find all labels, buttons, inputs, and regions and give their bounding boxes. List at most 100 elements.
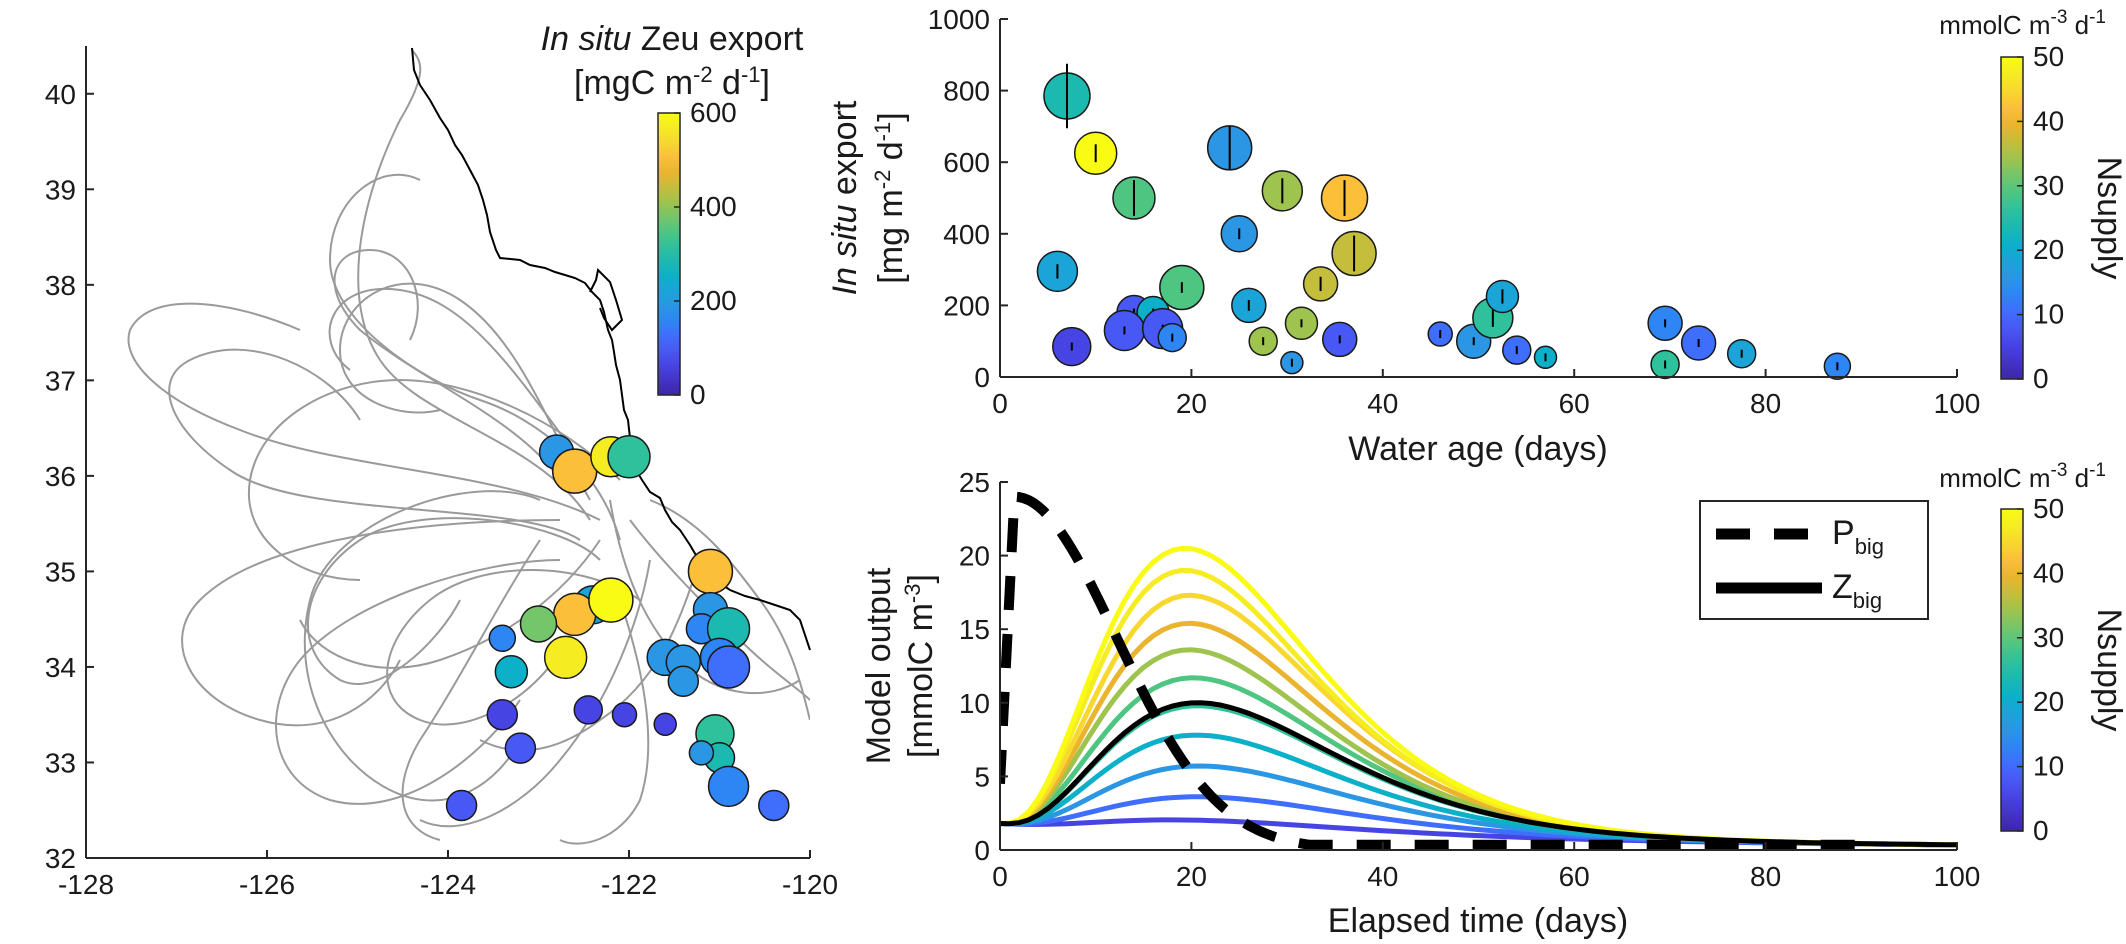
scatter-x-tick-label: 100 bbox=[1934, 388, 1981, 419]
line-x-tick-label: 80 bbox=[1750, 861, 1781, 892]
scatter-cbar-unit: mmolC m-3 d-1 bbox=[1939, 7, 2106, 40]
map-cbar-title: In situ Zeu export bbox=[541, 20, 804, 58]
drifter-track bbox=[333, 248, 561, 481]
map-y-tick-label: 33 bbox=[45, 747, 76, 778]
line-y-ticks: 0 5 10 15 20 25 bbox=[959, 467, 1008, 866]
map-y-tick-label: 38 bbox=[45, 270, 76, 301]
drifter-track bbox=[559, 599, 650, 845]
map-x-tick-label: -128 bbox=[58, 869, 114, 900]
line-y-tick-label: 25 bbox=[959, 467, 990, 498]
line-x-tick-label: 20 bbox=[1176, 861, 1207, 892]
colorbar-tick-label: 400 bbox=[690, 191, 737, 222]
colorbar-tick-label: 30 bbox=[2033, 622, 2064, 653]
colorbar-tick-label: 600 bbox=[690, 97, 737, 128]
scatter-cbar-label: Nsupply bbox=[2090, 157, 2126, 280]
scatter-y-tick-label: 600 bbox=[943, 147, 990, 178]
line-y-tick-label: 20 bbox=[959, 541, 990, 572]
station-point bbox=[543, 635, 588, 680]
colorbar-tick-label: 0 bbox=[2033, 815, 2049, 846]
line-legend: Pbig Zbig bbox=[1699, 500, 1929, 620]
map-x-ticks: -128 -126 -124 -122 -120 bbox=[58, 850, 838, 900]
scatter-x-ticks: 0 20 40 60 80 100 bbox=[992, 369, 1980, 419]
map-y-tick-label: 35 bbox=[45, 556, 76, 587]
map-cbar-unit: [mgC m-2 d-1] bbox=[574, 62, 770, 102]
scatter-x-label: Water age (days) bbox=[1348, 430, 1608, 468]
line-x-tick-label: 100 bbox=[1934, 861, 1981, 892]
station-point bbox=[486, 698, 519, 731]
colorbar-tick-label: 10 bbox=[2033, 299, 2064, 330]
scatter-y-tick-label: 400 bbox=[943, 219, 990, 250]
map-panel: -128 -126 -124 -122 -120 323334353637383940 … bbox=[45, 20, 838, 900]
scatter-x-tick-label: 40 bbox=[1367, 388, 1398, 419]
map-y-tick-label: 34 bbox=[45, 652, 76, 683]
line-cbar-label: Nsupply bbox=[2090, 609, 2126, 732]
line-y-tick-label: 0 bbox=[974, 835, 990, 866]
scatter-y-tick-label: 1000 bbox=[928, 4, 990, 35]
scatter-y-tick-label: 0 bbox=[974, 362, 990, 393]
station-point bbox=[758, 789, 790, 822]
station-point bbox=[445, 789, 478, 822]
scatter-panel: 0 20 40 60 80 100 0 200 400 600 800 1000 Water age… bbox=[826, 4, 2126, 468]
station-point bbox=[687, 548, 734, 595]
scatter-points bbox=[1036, 63, 1852, 381]
colorbar-tick-label: 50 bbox=[2033, 41, 2064, 72]
line-colorbar-ticks: 0 10 20 30 40 50 bbox=[2017, 493, 2064, 846]
colorbar-tick-label: 30 bbox=[2033, 170, 2064, 201]
colorbar-tick-label: 50 bbox=[2033, 493, 2064, 524]
drifter-track bbox=[338, 282, 591, 501]
line-y-label-line1: Model output bbox=[860, 567, 898, 764]
drifter-track bbox=[401, 539, 541, 841]
line-x-label: Elapsed time (days) bbox=[1328, 902, 1628, 940]
map-x-tick-label: -124 bbox=[420, 869, 476, 900]
colorbar-tick-label: 10 bbox=[2033, 751, 2064, 782]
line-y-label-line2: [mmolC m-3] bbox=[900, 574, 940, 758]
p-big-curve bbox=[1000, 491, 1862, 850]
drifter-track bbox=[181, 519, 561, 727]
coastline bbox=[411, 47, 811, 651]
colorbar-tick-label: 40 bbox=[2033, 105, 2064, 136]
station-point bbox=[706, 645, 751, 689]
station-point bbox=[551, 448, 598, 494]
scatter-y-label-line1: In situ export bbox=[826, 100, 864, 295]
station-point bbox=[653, 712, 677, 737]
map-y-tick-label: 40 bbox=[45, 79, 76, 110]
drifter-track bbox=[299, 539, 601, 669]
station-point bbox=[707, 765, 750, 808]
scatter-y-tick-label: 800 bbox=[943, 76, 990, 107]
map-y-tick-label: 37 bbox=[45, 365, 76, 396]
station-point bbox=[611, 701, 638, 728]
station-point bbox=[588, 577, 634, 623]
map-y-tick-label: 32 bbox=[45, 843, 76, 874]
colorbar-tick-label: 0 bbox=[2033, 363, 2049, 394]
colorbar-tick-label: 20 bbox=[2033, 686, 2064, 717]
drifter-track bbox=[127, 302, 601, 521]
line-y-tick-label: 15 bbox=[959, 614, 990, 645]
map-x-tick-label: -126 bbox=[239, 869, 295, 900]
colorbar-tick-label: 0 bbox=[690, 379, 706, 410]
scatter-x-tick-label: 20 bbox=[1176, 388, 1207, 419]
z-curve-black bbox=[1000, 700, 1957, 848]
scatter-x-tick-label: 80 bbox=[1750, 388, 1781, 419]
colorbar-tick-label: 20 bbox=[2033, 234, 2064, 265]
map-y-tick-label: 39 bbox=[45, 174, 76, 205]
drifter-track bbox=[419, 559, 651, 828]
line-y-tick-label: 5 bbox=[974, 761, 990, 792]
drifter-track bbox=[357, 49, 591, 521]
scatter-x-tick-label: 60 bbox=[1559, 388, 1590, 419]
line-x-tick-label: 40 bbox=[1367, 861, 1398, 892]
model-curves bbox=[1000, 491, 1957, 850]
drifter-track bbox=[168, 348, 581, 541]
scatter-y-label-line2: [mg m-2 d-1] bbox=[870, 112, 910, 283]
colorbar-tick-label: 200 bbox=[690, 285, 737, 316]
scatter-colorbar-ticks: 0 10 20 30 40 50 bbox=[2017, 41, 2064, 394]
map-colorbar-ticks: 0 200 400 600 bbox=[674, 97, 737, 410]
scatter-y-tick-label: 200 bbox=[943, 290, 990, 321]
scatter-colorbar bbox=[2000, 56, 2024, 380]
map-x-tick-label: -122 bbox=[601, 869, 657, 900]
line-x-tick-label: 0 bbox=[992, 861, 1008, 892]
map-colorbar bbox=[657, 112, 681, 396]
map-x-tick-label: -120 bbox=[782, 869, 838, 900]
scatter-y-ticks: 0 200 400 600 800 1000 bbox=[928, 4, 1008, 393]
